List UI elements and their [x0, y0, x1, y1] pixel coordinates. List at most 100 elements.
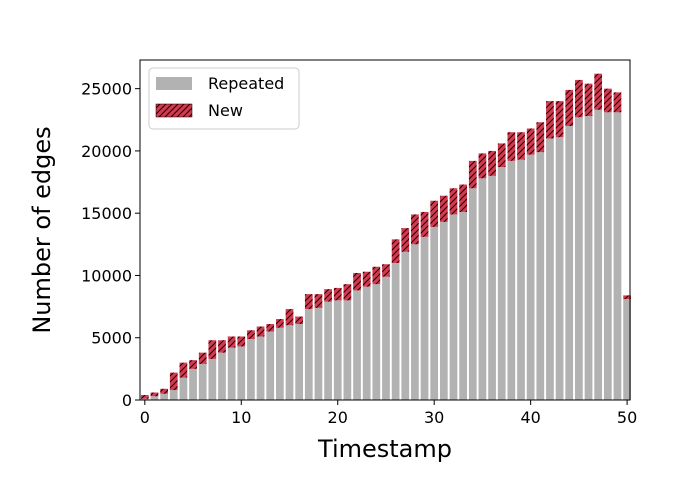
- bar-new: [295, 316, 304, 325]
- bar-new: [613, 92, 622, 113]
- bar-repeated: [555, 137, 564, 400]
- bar-new: [411, 214, 419, 245]
- bar-new: [565, 89, 574, 127]
- bar-new: [488, 150, 496, 176]
- bar-repeated: [468, 188, 477, 400]
- legend-label-new: New: [208, 101, 243, 120]
- bar-repeated: [526, 154, 535, 400]
- bar-repeated: [304, 309, 313, 400]
- bar-new: [449, 188, 458, 215]
- bar-repeated: [227, 347, 236, 400]
- bar-repeated: [536, 152, 545, 400]
- bar-new: [227, 336, 236, 348]
- bar-new: [439, 195, 448, 222]
- bar-new: [594, 73, 603, 110]
- bar-repeated: [333, 300, 342, 400]
- bar-new: [179, 362, 188, 378]
- bar-repeated: [507, 160, 516, 400]
- bar-repeated: [247, 338, 255, 400]
- bar-repeated: [459, 211, 467, 400]
- bar-new: [247, 330, 255, 339]
- bar-repeated: [198, 363, 207, 400]
- bar-new: [343, 284, 352, 301]
- bar-repeated: [314, 307, 323, 400]
- bar-repeated: [295, 324, 304, 400]
- bar-repeated: [401, 251, 410, 400]
- bar-new: [468, 160, 477, 189]
- bar-new: [266, 324, 275, 332]
- bar-repeated: [353, 290, 361, 400]
- bar-new: [237, 336, 246, 347]
- legend-swatch-repeated: [156, 77, 192, 90]
- bar-new: [160, 388, 168, 394]
- x-tick-label: 0: [140, 408, 150, 427]
- legend-label-repeated: Repeated: [208, 74, 284, 93]
- bar-repeated: [218, 352, 226, 400]
- bar-repeated: [488, 175, 496, 400]
- bar-new: [526, 128, 535, 155]
- x-tick-label: 10: [231, 408, 251, 427]
- bar-new: [198, 352, 207, 364]
- bar-repeated: [430, 226, 439, 400]
- bar-repeated: [546, 138, 554, 400]
- bar-new: [603, 88, 612, 113]
- y-tick-label: 10000: [81, 266, 132, 285]
- bar-repeated: [372, 284, 381, 400]
- bar-group: [140, 73, 631, 400]
- bar-repeated: [420, 236, 429, 400]
- bar-repeated: [276, 327, 284, 400]
- bar-new: [208, 340, 217, 359]
- bar-new: [353, 272, 361, 291]
- bar-new: [218, 340, 226, 353]
- bar-repeated: [169, 390, 178, 400]
- bar-new: [169, 372, 178, 391]
- bar-repeated: [285, 325, 294, 400]
- bar-new: [497, 143, 506, 168]
- bar-new: [459, 184, 467, 212]
- bar-repeated: [208, 358, 217, 400]
- bar-new: [391, 239, 400, 263]
- bar-repeated: [565, 126, 574, 400]
- bar-new: [507, 132, 516, 161]
- bar-repeated: [140, 398, 149, 400]
- x-axis-label: Timestamp: [317, 435, 452, 463]
- bar-repeated: [411, 244, 419, 400]
- bar-new: [150, 392, 159, 397]
- bar-new: [401, 228, 410, 252]
- bar-new: [555, 101, 564, 138]
- bar-repeated: [179, 377, 188, 400]
- bar-new: [333, 287, 342, 301]
- bar-repeated: [362, 286, 371, 400]
- bar-repeated: [584, 116, 593, 400]
- plot-frame: [139, 59, 631, 401]
- bar-new: [382, 264, 390, 277]
- bar-repeated: [189, 368, 197, 400]
- bar-repeated: [623, 299, 631, 400]
- y-axis-label: Number of edges: [28, 126, 56, 333]
- bar-new: [324, 289, 332, 302]
- bar-new: [314, 294, 323, 308]
- bar-new: [362, 271, 371, 287]
- bar-repeated: [613, 112, 622, 400]
- bar-new: [623, 295, 631, 300]
- x-tick-label: 20: [328, 408, 348, 427]
- bar-new: [140, 395, 149, 399]
- legend: Repeated New: [148, 67, 300, 130]
- bar-repeated: [391, 263, 400, 400]
- bar-new: [517, 132, 525, 160]
- bar-new: [256, 326, 265, 337]
- bar-repeated: [517, 159, 525, 400]
- bar-repeated: [160, 393, 168, 400]
- bar-repeated: [150, 396, 159, 400]
- y-tick-label: 25000: [81, 80, 132, 99]
- bar-repeated: [324, 301, 332, 400]
- bar-repeated: [343, 300, 352, 400]
- bar-repeated: [256, 336, 265, 400]
- bar-new: [546, 101, 554, 139]
- bar-repeated: [382, 276, 390, 400]
- bar-new: [584, 83, 593, 117]
- bar-new: [478, 153, 487, 179]
- bar-repeated: [603, 112, 612, 400]
- bar-repeated: [497, 167, 506, 400]
